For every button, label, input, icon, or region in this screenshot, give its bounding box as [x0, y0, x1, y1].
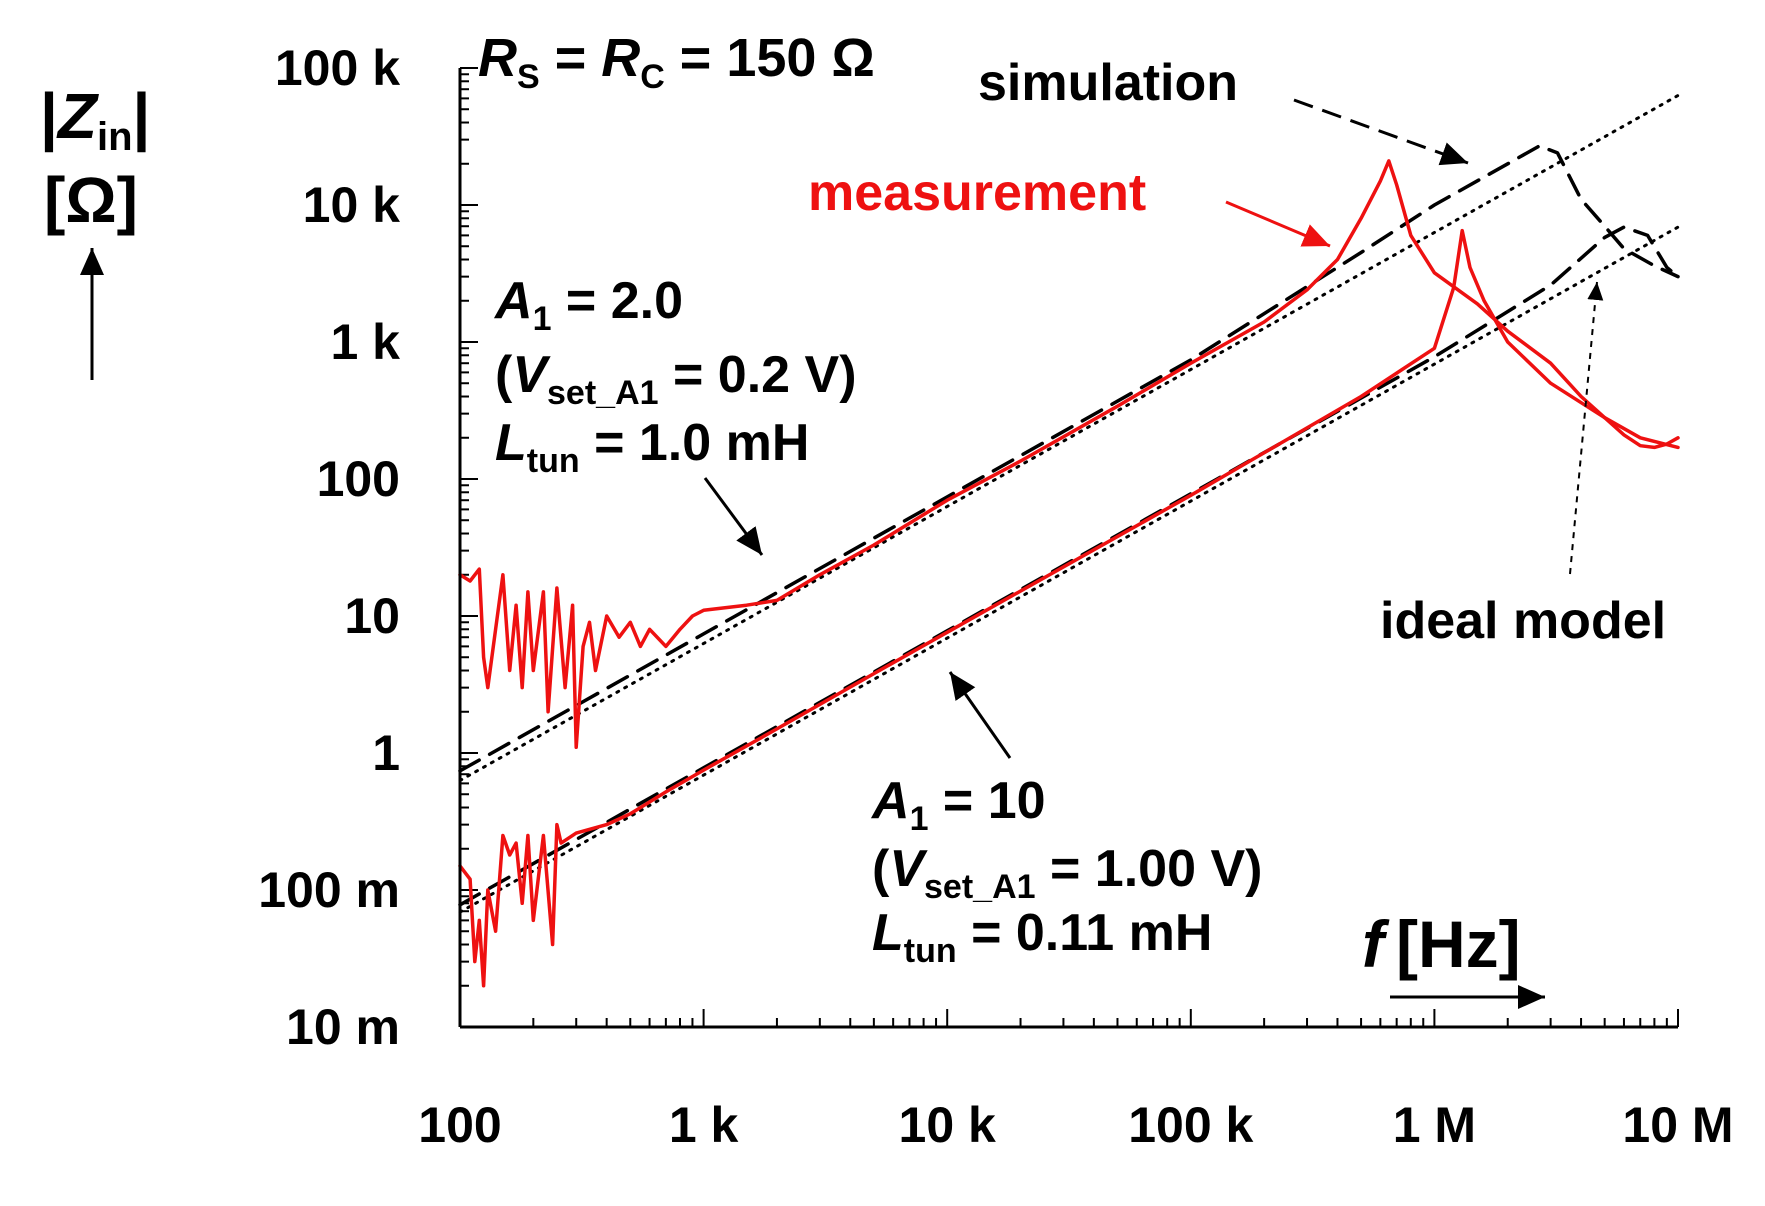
- y-tick-label: 10 k: [303, 177, 401, 233]
- simulation-pointer: [1293, 98, 1469, 166]
- tick-labels: 100 1 k 10 k 100 k 1 M 10 M 10 m 100 m 1 10 100 1 k…: [258, 40, 1733, 1153]
- legend-ideal-model: ideal model: [1380, 592, 1666, 650]
- measurement-pointer: [1225, 200, 1331, 248]
- annotation-case-a1-10: A1 = 10 (Vset_A1 = 1.00 V) Ltun = 0.11 m…: [870, 671, 1262, 970]
- case2-inductance: Ltun = 0.11 mH: [872, 904, 1212, 970]
- x-tick-label: 10 M: [1622, 1097, 1733, 1153]
- case1-gain: A1 = 2.0: [493, 272, 683, 338]
- case2-gain: A1 = 10: [870, 772, 1046, 838]
- y-tick-label: 100: [317, 451, 400, 507]
- series-line: [458, 94, 1680, 782]
- series-line: [458, 144, 1680, 773]
- y-axis-label: |Zin|: [40, 80, 150, 159]
- y-axis-unit: [Ω]: [44, 164, 138, 236]
- series-layer: [458, 94, 1680, 988]
- y-tick-label: 1 k: [330, 314, 400, 370]
- annotation-case-a1-2: A1 = 2.0 (Vset_A1 = 0.2 V) Ltun = 1.0 mH: [493, 272, 857, 556]
- y-tick-label: 10 m: [286, 999, 400, 1055]
- y-tick-label: 1: [372, 725, 400, 781]
- x-tick-label: 100 k: [1128, 1097, 1253, 1153]
- series-line: [458, 228, 1680, 988]
- series-line: [458, 159, 1680, 750]
- series-line: [458, 225, 1680, 914]
- header-resistance-label: RS = RC = 150 Ω: [478, 28, 875, 96]
- y-tick-label: 100 k: [275, 40, 400, 96]
- y-tick-label: 100 m: [258, 862, 400, 918]
- x-tick-label: 100: [418, 1097, 501, 1153]
- case1-inductance: Ltun = 1.0 mH: [495, 414, 809, 480]
- x-tick-label: 1 k: [669, 1097, 739, 1153]
- legend-measurement: measurement: [808, 164, 1146, 222]
- y-tick-label: 10: [344, 588, 400, 644]
- x-axis-label: f [Hz]: [1362, 907, 1521, 981]
- case2-voltage: (Vset_A1 = 1.00 V): [872, 840, 1262, 906]
- case1-voltage: (Vset_A1 = 0.2 V): [495, 346, 857, 412]
- case1-pointer: [703, 477, 764, 556]
- x-tick-label: 1 M: [1393, 1097, 1476, 1153]
- ideal-model-pointer: [1569, 281, 1604, 575]
- case2-pointer: [948, 671, 1012, 759]
- x-tick-label: 10 k: [899, 1097, 997, 1153]
- legend-simulation: simulation: [978, 54, 1238, 112]
